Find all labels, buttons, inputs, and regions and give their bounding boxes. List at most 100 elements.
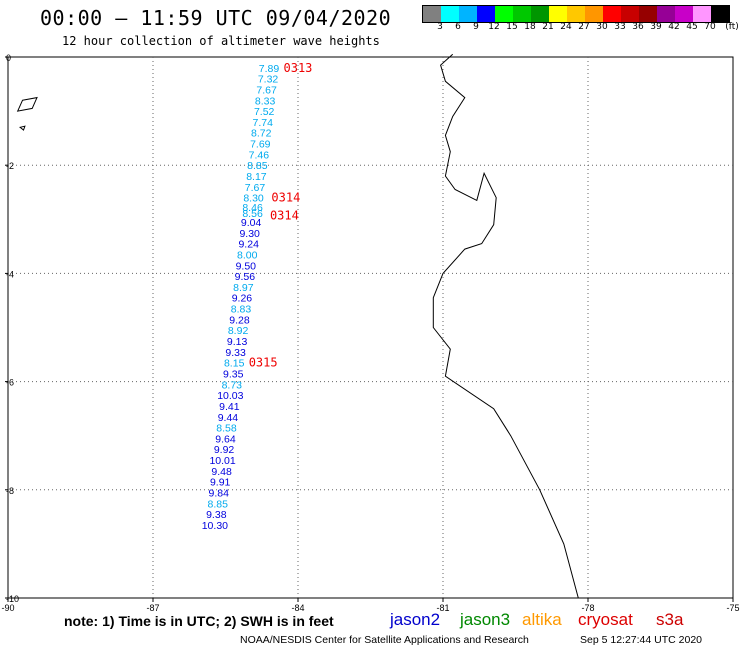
scale-swatch [693,6,711,22]
wave-height-value: 9.26 [232,293,253,305]
scale-label: 15 [506,22,518,32]
scale-swatch [657,6,675,22]
scale-swatch [639,6,657,22]
x-tick-label: -87 [146,603,159,613]
island-outline [16,96,38,112]
scale-swatch [459,6,477,22]
wave-height-value: 7.32 [258,74,279,86]
scale-swatch [585,6,603,22]
wave-height-value: 8.00 [237,249,258,261]
wave-height-value: 7.89 [259,63,280,75]
wave-height-value: 9.33 [225,347,246,359]
wave-height-value: 10.01 [209,455,235,467]
scale-swatch [621,6,639,22]
scale-label: 39 [650,22,662,32]
wave-height-value: 9.24 [238,239,259,251]
wave-height-value: 9.92 [214,444,235,456]
wave-height-value: 9.64 [215,433,236,445]
scale-swatch [549,6,567,22]
wave-height-value: 10.30 [202,520,228,532]
wave-height-value: 9.84 [209,488,230,500]
y-tick-label: -6 [6,378,14,388]
legend-jason3: jason3 [460,610,511,629]
island-outline [18,125,26,131]
y-tick-label: -10 [6,594,19,604]
scale-label: 6 [455,22,461,32]
y-tick-label: 0 [6,53,11,63]
scale-swatch [477,6,495,22]
wave-height-value: 8.46 [242,202,263,214]
scale-label: 24 [560,22,572,32]
scale-label: 42 [668,22,680,32]
coastline [432,53,579,599]
scale-swatch [675,6,693,22]
page-title: 00:00 — 11:59 UTC 09/04/2020 [40,6,392,30]
time-marker: 0315 [249,356,278,370]
x-tick-label: -81 [436,603,449,613]
wave-height-value: 8.83 [231,304,252,316]
scale-swatch [711,6,729,22]
wave-height-value: 9.30 [239,228,260,240]
scale-label: 12 [488,22,500,32]
credit-text: NOAA/NESDIS Center for Satellite Applica… [240,634,529,646]
wave-height-value: 8.15 [224,358,245,370]
scale-label: 21 [542,22,554,32]
time-marker: 0314 [270,209,299,223]
x-tick-label: -84 [291,603,304,613]
scale-swatch [423,6,441,22]
wave-height-value: 8.72 [251,128,272,140]
wave-height-value: 7.52 [254,106,275,118]
scale-label: 70 [704,22,716,32]
wave-height-value: 8.56 [242,208,263,220]
scale-label: 36 [632,22,644,32]
scale-swatch [441,6,459,22]
wave-height-value: 9.48 [211,466,232,478]
time-marker: 0313 [284,61,313,75]
wave-height-value: 10.03 [217,390,243,402]
page-subtitle: 12 hour collection of altimeter wave hei… [62,34,380,48]
wave-height-value: 8.33 [255,95,276,107]
wave-height-value: 8.30 [243,193,264,205]
wave-height-value: 7.67 [256,84,277,96]
color-scale-bar [422,5,730,23]
legend-altika: altika [522,610,562,629]
wave-height-value: 7.46 [249,149,270,161]
wave-height-value: 8.17 [246,171,267,183]
wave-height-value: 7.67 [245,182,266,194]
wave-height-value: 9.44 [218,412,239,424]
footer-note: note: 1) Time is in UTC; 2) SWH is in fe… [64,613,334,629]
scale-swatch [603,6,621,22]
wave-height-value: 7.74 [252,117,273,129]
x-tick-label: -90 [1,603,14,613]
wave-height-value: 9.28 [229,314,250,326]
wave-height-value: 9.56 [235,271,256,283]
legend-s3a: s3a [656,610,684,629]
wave-height-value: 9.04 [241,217,262,229]
x-tick-label: -78 [581,603,594,613]
scale-swatch [495,6,513,22]
scale-label: 3 [437,22,443,32]
scale-label: 33 [614,22,626,32]
wave-height-value: 8.58 [216,423,237,435]
y-tick-label: -4 [6,269,14,279]
scale-label: (ft) [725,22,739,32]
timestamp: Sep 5 12:27:44 UTC 2020 [580,634,703,646]
scale-label: 27 [578,22,590,32]
scale-label: 9 [473,22,479,32]
wave-height-value: 9.38 [206,509,227,521]
legend-jason2: jason2 [390,610,441,629]
scale-label: 45 [686,22,698,32]
wave-height-value: 9.41 [219,401,240,413]
y-tick-label: -2 [6,161,14,171]
wave-height-value: 9.35 [223,368,244,380]
wave-height-value: 9.13 [227,336,248,348]
wave-height-value: 8.97 [233,282,254,294]
y-tick-label: -8 [6,486,14,496]
wave-height-value: 9.91 [210,477,231,489]
scale-swatch [567,6,585,22]
scale-swatch [531,6,549,22]
wave-height-value: 7.69 [250,139,271,151]
scale-label: 18 [524,22,536,32]
wave-height-value: 8.85 [247,160,268,172]
